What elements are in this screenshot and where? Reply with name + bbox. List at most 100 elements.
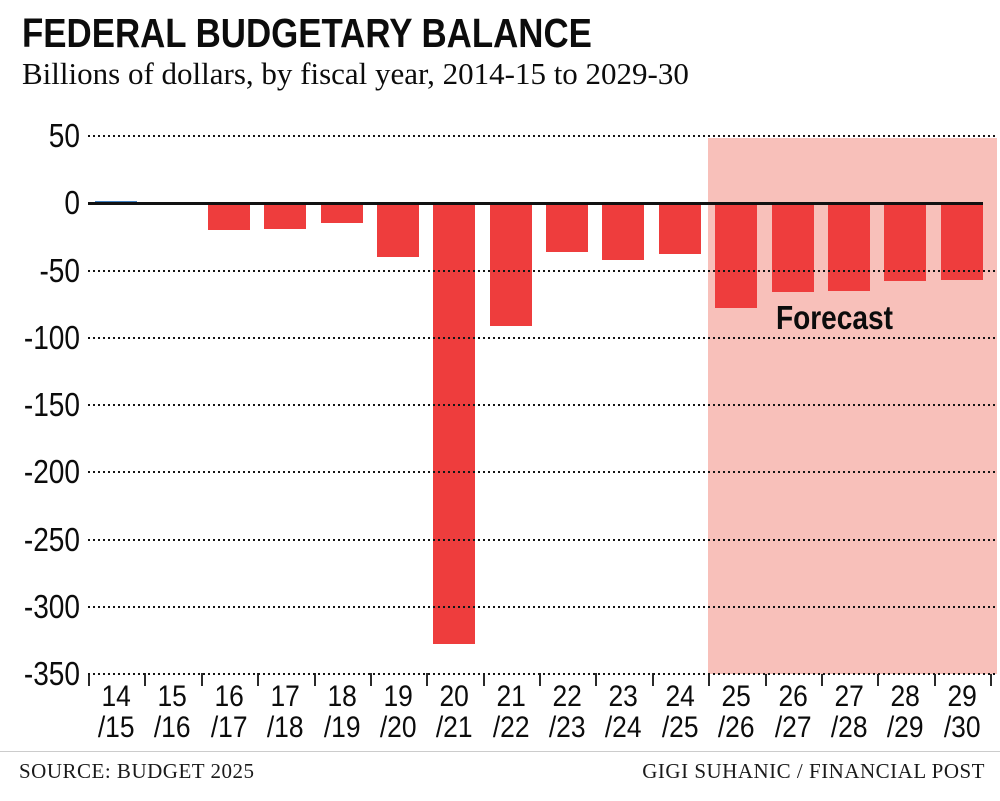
x-axis-label-line2: /28 bbox=[830, 711, 868, 744]
x-axis-label-14-15: 14/15 bbox=[91, 681, 141, 743]
x-axis-label-line2: /27 bbox=[774, 711, 812, 744]
y-axis-label--300: -300 bbox=[23, 587, 80, 625]
x-axis-label-line2: /29 bbox=[887, 711, 924, 744]
x-axis-label-line1: 14 bbox=[101, 680, 131, 713]
bar-23-24 bbox=[602, 203, 645, 260]
x-axis-label-19-20: 19/20 bbox=[373, 681, 423, 743]
x-axis-label-line1: 21 bbox=[496, 680, 526, 713]
x-axis-label-line1: 22 bbox=[552, 680, 582, 713]
x-axis-label-23-24: 23/24 bbox=[599, 681, 649, 743]
x-axis-label-line1: 17 bbox=[270, 680, 300, 713]
x-axis-tick bbox=[990, 673, 992, 686]
x-axis-label-15-16: 15/16 bbox=[148, 681, 198, 743]
gridline--50 bbox=[88, 269, 997, 272]
x-axis-label-18-19: 18/19 bbox=[317, 681, 367, 743]
x-axis-label-21-22: 21/22 bbox=[486, 681, 536, 743]
bar-26-27 bbox=[771, 203, 814, 293]
x-axis-label-28-29: 28/29 bbox=[881, 681, 931, 743]
bar-21-22 bbox=[489, 203, 532, 326]
x-axis-label-line2: /19 bbox=[323, 711, 361, 744]
source-credit: SOURCE: BUDGET 2025 bbox=[19, 759, 255, 783]
bar-18-19 bbox=[320, 203, 363, 224]
x-axis-label-line2: /23 bbox=[548, 711, 586, 744]
x-axis-label-line2: /18 bbox=[266, 711, 304, 744]
bar-24-25 bbox=[658, 203, 701, 255]
gridline--300 bbox=[88, 605, 997, 608]
bar-22-23 bbox=[546, 203, 588, 252]
gridline--150 bbox=[88, 404, 997, 406]
x-axis-tick bbox=[708, 673, 711, 686]
y-axis-label--250: -250 bbox=[23, 520, 80, 558]
x-axis-label-line2: /20 bbox=[379, 711, 417, 744]
x-axis-label-line1: 28 bbox=[890, 680, 921, 713]
x-axis-tick bbox=[144, 673, 147, 686]
gridline-50 bbox=[88, 135, 997, 137]
x-axis-tick bbox=[200, 673, 203, 686]
x-axis-label-line1: 18 bbox=[327, 680, 357, 713]
x-axis-label-17-18: 17/18 bbox=[261, 681, 311, 743]
x-axis-label-line1: 27 bbox=[834, 680, 864, 713]
bar-14-15 bbox=[95, 200, 137, 204]
plot-area: Forecast bbox=[88, 135, 997, 675]
bar-25-26 bbox=[715, 203, 758, 309]
x-axis-label-line1: 19 bbox=[383, 680, 413, 713]
footer-divider bbox=[0, 751, 1000, 752]
x-axis-label-16-17: 16/17 bbox=[204, 681, 254, 743]
x-axis-label-line2: /21 bbox=[436, 711, 473, 744]
x-axis-label-line1: 29 bbox=[947, 680, 977, 713]
x-axis-label-25-26: 25/26 bbox=[712, 681, 762, 743]
x-axis-tick bbox=[651, 673, 654, 686]
x-axis-label-line1: 23 bbox=[608, 680, 639, 713]
chart-subtitle: Billions of dollars, by fiscal year, 201… bbox=[22, 56, 689, 91]
gridline--250 bbox=[88, 538, 997, 541]
x-axis-label-line2: /25 bbox=[661, 711, 699, 744]
x-axis-label-line1: 26 bbox=[778, 680, 808, 713]
zero-axis-line bbox=[88, 202, 983, 206]
gridline--200 bbox=[88, 471, 997, 474]
x-axis-tick bbox=[257, 673, 260, 686]
x-axis-label-line2: /26 bbox=[717, 711, 755, 744]
y-axis-label--200: -200 bbox=[23, 453, 80, 491]
x-axis-label-line2: /30 bbox=[943, 711, 981, 744]
x-axis-tick bbox=[88, 673, 90, 686]
x-axis-tick bbox=[313, 673, 316, 686]
x-axis-tick bbox=[933, 673, 936, 686]
x-axis-tick bbox=[764, 673, 767, 686]
bar-20-21 bbox=[433, 203, 476, 645]
x-axis-tick bbox=[595, 673, 598, 686]
author-credit: GIGI SUHANIC / FINANCIAL POST bbox=[642, 759, 985, 783]
bar-19-20 bbox=[376, 203, 419, 258]
x-axis-tick bbox=[877, 673, 880, 686]
x-axis-label-line1: 25 bbox=[721, 680, 751, 713]
x-axis-tick bbox=[539, 673, 541, 686]
x-axis-label-line2: /22 bbox=[492, 711, 530, 744]
x-axis-tick bbox=[369, 673, 372, 686]
y-axis-label--50: -50 bbox=[39, 251, 80, 289]
x-axis-label-line1: 20 bbox=[439, 680, 470, 713]
x-axis-label-line2: /24 bbox=[605, 711, 642, 744]
gridline--100 bbox=[88, 336, 997, 339]
y-axis-label--150: -150 bbox=[23, 386, 80, 423]
x-axis-tick bbox=[426, 673, 429, 686]
y-axis-label-50: 50 bbox=[48, 117, 80, 154]
bar-17-18 bbox=[264, 203, 307, 229]
gridline--350 bbox=[88, 673, 997, 675]
bar-29-30 bbox=[940, 203, 983, 280]
x-axis-label-line2: /17 bbox=[210, 711, 248, 744]
x-axis-label-line2: /16 bbox=[154, 711, 191, 744]
x-axis-label-line2: /15 bbox=[97, 711, 135, 744]
y-axis-label-0: 0 bbox=[64, 184, 80, 222]
x-axis-tick bbox=[482, 673, 485, 686]
bar-28-29 bbox=[884, 203, 927, 282]
x-axis-tick bbox=[820, 673, 823, 686]
x-axis-label-24-25: 24/25 bbox=[655, 681, 705, 743]
x-axis-label-line1: 16 bbox=[214, 680, 244, 713]
x-axis-label-22-23: 22/23 bbox=[542, 681, 592, 743]
chart-title: FEDERAL BUDGETARY BALANCE bbox=[22, 10, 592, 56]
y-axis-label--350: -350 bbox=[23, 655, 80, 692]
x-axis-label-20-21: 20/21 bbox=[430, 681, 480, 743]
y-axis-label--100: -100 bbox=[23, 318, 80, 356]
bar-16-17 bbox=[207, 203, 250, 231]
x-axis-label-line1: 24 bbox=[665, 680, 695, 713]
